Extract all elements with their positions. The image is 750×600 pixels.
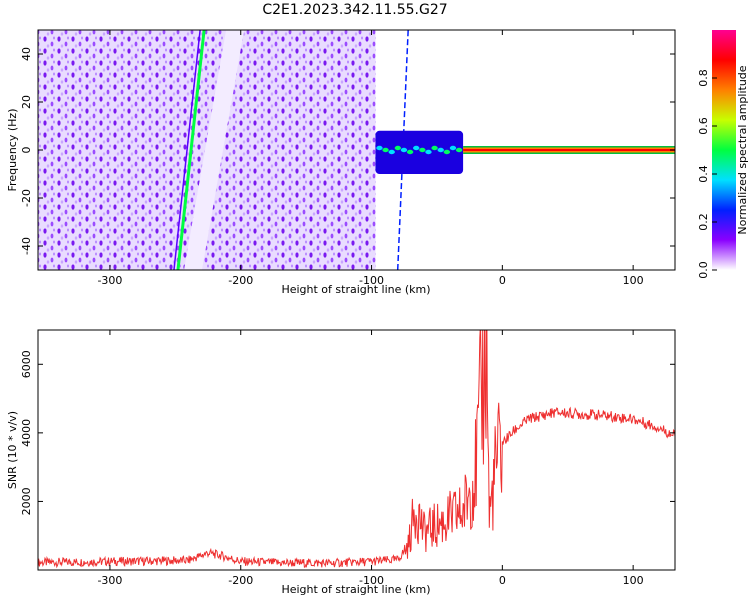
y-tick-label: 40 (20, 47, 33, 61)
region-carrier-core (463, 149, 675, 151)
x-tick-label: -200 (228, 274, 253, 287)
y-tick-label: -40 (20, 237, 33, 255)
region-signal-blob (406, 149, 414, 155)
snr-series-line (38, 330, 675, 569)
region-signal-onset (375, 130, 464, 174)
spectrogram-xlabel: Height of straight line (km) (281, 283, 430, 296)
y-tick-label: 0 (20, 147, 33, 154)
x-tick-label: -100 (359, 574, 384, 587)
x-tick-label: -100 (359, 274, 384, 287)
region-signal-blob (431, 145, 438, 151)
spectrogram-y-ticks: -40 -20 0 20 40 (20, 47, 675, 255)
colorbar: 0.0 0.2 0.4 0.6 0.8 Normalized spectral ampl… (697, 30, 749, 279)
x-tick-label: 100 (623, 274, 644, 287)
snr-y-ticks: 2000 4000 6000 (20, 350, 675, 515)
region-gap (183, 30, 245, 270)
colorbar-label: Normalized spectral amplitude (736, 65, 749, 234)
colorbar-ticks: 0.0 0.2 0.4 0.6 0.8 (697, 69, 717, 279)
figure-title: C2E1.2023.342.11.55.G27 (262, 2, 447, 18)
region-diagonal-edge (173, 30, 201, 270)
x-tick-label: 100 (623, 574, 644, 587)
x-tick-label: 0 (499, 274, 506, 287)
region-signal-blob (376, 145, 383, 151)
region-signal-blob (425, 149, 432, 155)
snr-x-ticks: -300 -200 -100 0 100 (97, 330, 644, 587)
region-signal-blob (382, 147, 389, 153)
snr-panel: -300 -200 -100 0 100 2000 4000 6000 Height of … (6, 329, 676, 596)
region-signal-blob (449, 145, 457, 151)
region-signal-blob (419, 147, 426, 153)
y-tick-label: -20 (20, 189, 33, 207)
x-tick-label: -200 (228, 574, 253, 587)
region-signal-blob (437, 147, 444, 153)
x-tick-label: -300 (97, 574, 122, 587)
colorbar-tick-label: 0.4 (697, 165, 710, 183)
colorbar-tick-label: 0.6 (697, 117, 710, 135)
spectrogram-image (38, 30, 675, 270)
colorbar-tick-label: 0.8 (697, 69, 710, 87)
region-signal-blob (394, 145, 402, 151)
snr-xlabel: Height of straight line (km) (281, 583, 430, 596)
region-signal-blob (443, 149, 451, 155)
colorbar-tick-label: 0.0 (697, 261, 710, 279)
colorbar-tick-label: 0.2 (697, 213, 710, 231)
region-signal-blob (400, 147, 408, 153)
y-tick-label: 4000 (20, 419, 33, 447)
region-signal-blob (455, 147, 463, 153)
region-signal-blob (388, 149, 395, 155)
colorbar-gradient (712, 30, 736, 270)
spectrogram-x-ticks: -300 -200 -100 0 100 (97, 30, 644, 287)
x-tick-label: -300 (97, 274, 122, 287)
y-tick-label: 6000 (20, 350, 33, 378)
region-signal-blob (413, 145, 420, 151)
region-diagonal-feature (176, 30, 206, 270)
spectrogram-ylabel: Frequency (Hz) (6, 109, 19, 192)
y-tick-label: 20 (20, 95, 33, 109)
y-tick-label: 2000 (20, 487, 33, 515)
snr-ylabel: SNR (10 * v/v) (6, 411, 19, 489)
x-tick-label: 0 (499, 574, 506, 587)
